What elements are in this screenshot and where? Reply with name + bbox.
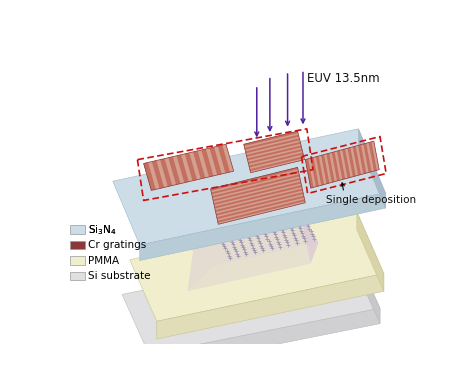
Polygon shape: [176, 155, 189, 183]
Polygon shape: [130, 212, 384, 321]
Polygon shape: [245, 135, 299, 150]
Polygon shape: [160, 159, 173, 187]
Bar: [70, 256, 85, 265]
Polygon shape: [358, 129, 385, 208]
Polygon shape: [214, 185, 302, 209]
Polygon shape: [195, 208, 307, 247]
Polygon shape: [217, 196, 304, 219]
Polygon shape: [347, 147, 356, 177]
Polygon shape: [210, 167, 298, 191]
Polygon shape: [327, 153, 335, 182]
Polygon shape: [157, 274, 384, 339]
Polygon shape: [244, 131, 304, 173]
Polygon shape: [152, 161, 164, 188]
Polygon shape: [218, 199, 305, 223]
Polygon shape: [244, 131, 298, 146]
Polygon shape: [250, 156, 304, 171]
Polygon shape: [353, 248, 380, 324]
Polygon shape: [358, 145, 366, 174]
Polygon shape: [188, 235, 214, 291]
Polygon shape: [212, 175, 300, 198]
Polygon shape: [185, 153, 197, 181]
Bar: [70, 272, 85, 280]
Polygon shape: [246, 142, 301, 157]
Polygon shape: [369, 142, 377, 171]
Text: EUV 13.5nm: EUV 13.5nm: [307, 72, 380, 85]
Polygon shape: [210, 147, 222, 175]
Text: Si substrate: Si substrate: [88, 271, 151, 281]
Polygon shape: [211, 171, 299, 194]
Polygon shape: [357, 212, 384, 291]
Polygon shape: [149, 308, 380, 370]
Polygon shape: [310, 158, 319, 187]
Polygon shape: [215, 188, 302, 212]
Polygon shape: [342, 149, 350, 178]
Bar: [70, 226, 85, 234]
Polygon shape: [210, 167, 305, 224]
Text: Single deposition: Single deposition: [326, 195, 416, 205]
Polygon shape: [193, 151, 205, 179]
Polygon shape: [218, 145, 230, 173]
Text: Si$_3$N$_4$: Si$_3$N$_4$: [88, 223, 117, 236]
Polygon shape: [144, 144, 234, 190]
Polygon shape: [246, 138, 300, 153]
Polygon shape: [247, 146, 301, 161]
Polygon shape: [188, 243, 319, 291]
Polygon shape: [122, 248, 380, 354]
Bar: [70, 241, 85, 249]
Polygon shape: [201, 149, 213, 177]
Text: PMMA: PMMA: [88, 255, 119, 265]
Polygon shape: [214, 182, 301, 205]
Polygon shape: [140, 193, 385, 260]
Polygon shape: [168, 157, 181, 185]
Polygon shape: [299, 208, 319, 264]
Polygon shape: [305, 159, 314, 188]
Polygon shape: [144, 163, 156, 190]
Polygon shape: [113, 129, 385, 245]
Polygon shape: [316, 156, 324, 185]
Text: Si$_3$N$_4$: Si$_3$N$_4$: [88, 223, 117, 236]
Polygon shape: [353, 146, 361, 175]
Polygon shape: [305, 141, 379, 188]
Polygon shape: [337, 150, 345, 180]
Polygon shape: [249, 152, 303, 168]
Polygon shape: [248, 149, 302, 164]
Polygon shape: [213, 178, 301, 202]
Polygon shape: [321, 154, 329, 184]
Polygon shape: [207, 222, 319, 266]
Polygon shape: [363, 143, 372, 173]
Text: Cr gratings: Cr gratings: [88, 240, 146, 250]
Polygon shape: [332, 152, 340, 181]
Polygon shape: [216, 192, 303, 216]
